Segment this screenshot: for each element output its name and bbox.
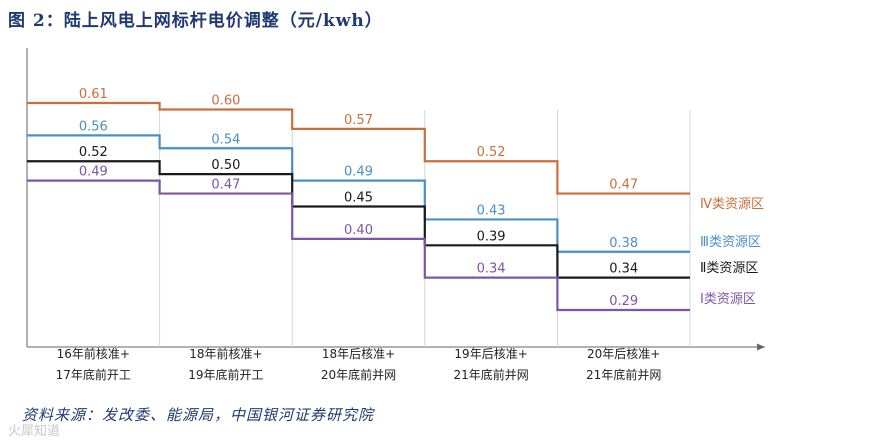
data-label: 0.47 <box>609 178 638 193</box>
data-label: 0.54 <box>211 132 240 147</box>
data-label: 0.49 <box>79 165 108 180</box>
x-tick-label-line: 21年底前并网 <box>453 367 528 382</box>
data-label: 0.56 <box>79 119 108 134</box>
data-label: 0.52 <box>79 145 108 160</box>
x-tick-label: 20年后核准+ 21年底前并网 <box>586 347 661 382</box>
series-line <box>27 134 690 253</box>
x-tick-label-line: 20年后核准+ <box>587 347 660 361</box>
data-label: 0.57 <box>344 113 373 128</box>
x-tick-label: 18年后核准+ 20年底前并网 <box>321 347 396 382</box>
data-label: 0.49 <box>344 165 373 180</box>
chart-title: 图 2：陆上风电上网标杆电价调整（元/kwh） <box>8 11 383 31</box>
series-line <box>27 101 690 195</box>
x-tick-label-line: 19年后核准+ <box>454 347 527 361</box>
data-label: 0.34 <box>477 262 506 277</box>
x-tick-label-line: 21年底前并网 <box>586 367 661 382</box>
data-label: 0.47 <box>211 178 240 193</box>
data-label: 0.38 <box>609 236 638 251</box>
legend-label: Ⅰ类资源区 <box>700 292 756 307</box>
x-tick-label-line: 19年底前开工 <box>188 367 263 382</box>
series-line <box>27 160 690 279</box>
watermark: 火犀知道 <box>8 424 61 439</box>
legend-label: Ⅲ类资源区 <box>700 235 761 250</box>
data-label: 0.40 <box>344 223 373 238</box>
data-label: 0.45 <box>344 191 373 206</box>
data-label: 0.39 <box>477 229 506 244</box>
series-line <box>27 179 690 312</box>
x-tick-label: 16年前核准+ 17年底前开工 <box>56 346 131 382</box>
x-axis-arrow <box>757 343 765 351</box>
x-tick-label-line: 18年前核准+ <box>189 346 262 361</box>
data-label: 0.50 <box>211 158 240 173</box>
data-label: 0.34 <box>609 262 638 277</box>
x-tick-label-line: 18年后核准+ <box>322 347 395 361</box>
data-label: 0.52 <box>477 145 506 160</box>
legend-label: Ⅳ类资源区 <box>700 197 764 212</box>
legend-label: Ⅱ类资源区 <box>700 261 758 276</box>
data-label: 0.43 <box>477 203 506 218</box>
x-tick-label: 19年后核准+ 21年底前并网 <box>453 347 528 382</box>
data-label: 0.61 <box>79 87 108 102</box>
data-label: 0.60 <box>211 93 240 108</box>
source-note: 资料来源：发改委、能源局，中国银河证券研究院 <box>22 406 375 424</box>
x-tick-label: 18年前核准+ 19年底前开工 <box>188 346 263 382</box>
x-tick-label-line: 20年底前并网 <box>321 367 396 382</box>
data-label: 0.29 <box>609 294 638 309</box>
x-tick-label-line: 17年底前开工 <box>56 367 131 382</box>
x-tick-label-line: 16年前核准+ <box>57 346 130 361</box>
